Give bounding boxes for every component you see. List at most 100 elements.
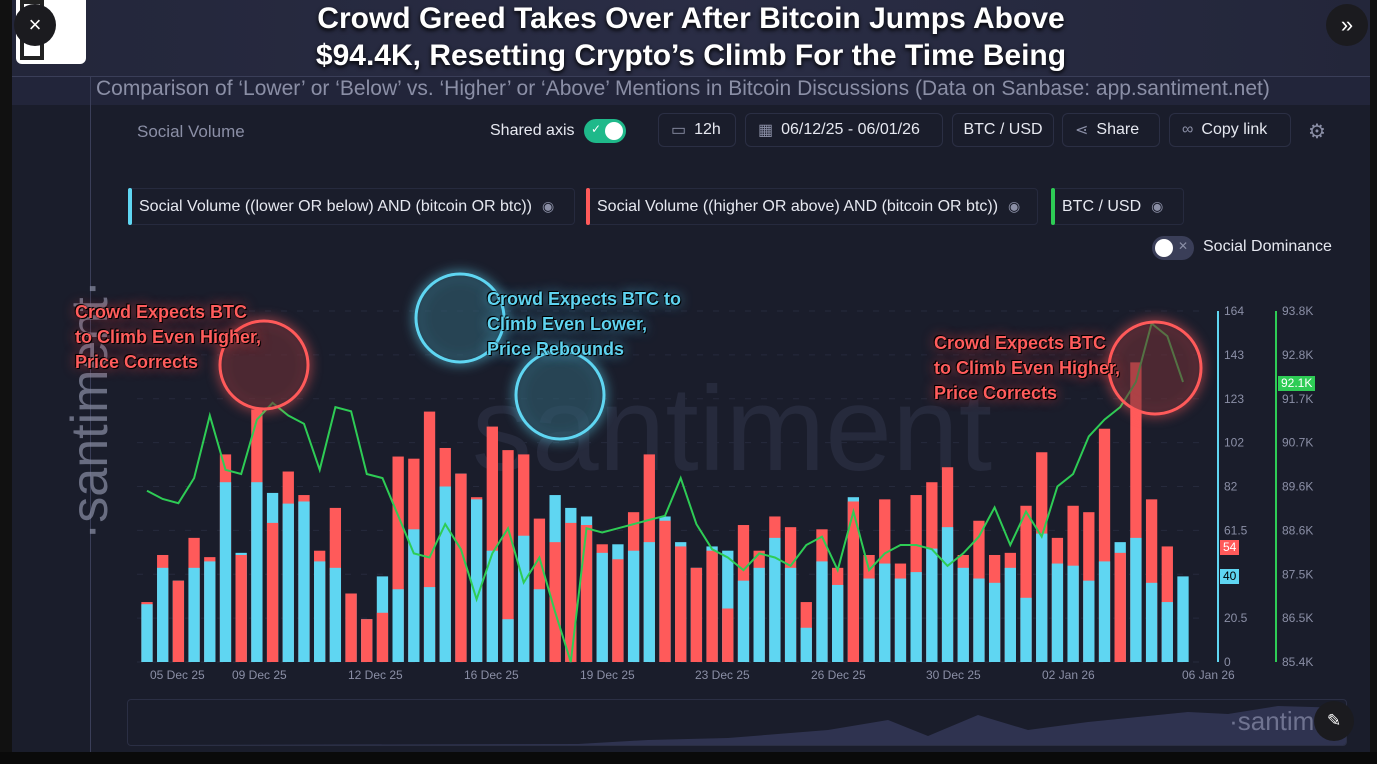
legend-btc-usd[interactable]: BTC / USD ◉ <box>1051 188 1184 225</box>
bar <box>533 589 546 662</box>
svg-text:164: 164 <box>1224 304 1244 318</box>
bar <box>612 559 624 662</box>
bar <box>157 567 169 662</box>
range-navigator[interactable]: ·santime. <box>127 699 1347 746</box>
bar <box>470 499 483 662</box>
bar <box>266 522 279 662</box>
eye-icon[interactable]: ◉ <box>1008 198 1021 214</box>
chart-window: Crowd Greed Takes Over After Bitcoin Jum… <box>12 0 1370 752</box>
bar <box>659 520 671 662</box>
edit-image-button[interactable]: ✎ <box>1314 701 1354 741</box>
svg-text:20.5: 20.5 <box>1224 611 1248 625</box>
bar <box>251 482 263 662</box>
chevron-double-right-icon: » <box>1340 12 1354 37</box>
share-button[interactable]: ⋖ Share <box>1062 113 1160 147</box>
bar <box>894 578 907 662</box>
settings-gear-icon[interactable]: ⚙ <box>1308 121 1326 143</box>
bar <box>1020 597 1032 662</box>
btc-price-line <box>146 321 1184 663</box>
bar <box>1161 602 1173 662</box>
svg-text:86.5K: 86.5K <box>1282 611 1313 625</box>
svg-text:12 Dec 25: 12 Dec 25 <box>348 668 403 682</box>
chart-plot-area: santiment 0 20.5 40 61.5 82 102 123 143 164 85.4K 8… <box>137 272 1313 682</box>
bar <box>1051 563 1064 662</box>
svg-text:0: 0 <box>1224 655 1231 669</box>
navigator-sparkline <box>128 706 1346 745</box>
bar <box>549 542 561 662</box>
bar <box>957 567 969 662</box>
annotation-higher-1: Crowd Expects BTC to Climb Even Higher, Pr… <box>75 302 262 372</box>
pair-button[interactable]: BTC / USD <box>952 113 1054 147</box>
shared-axis-toggle[interactable]: ✓ <box>584 119 626 143</box>
bar <box>314 561 326 662</box>
bar <box>486 426 498 662</box>
date-range-label: 06/12/25 - 06/01/26 <box>781 121 920 138</box>
svg-text:90.7K: 90.7K <box>1282 436 1313 450</box>
legend-color-swatch <box>586 188 590 225</box>
bar <box>486 550 498 662</box>
bar <box>345 593 357 662</box>
pair-label: BTC / USD <box>963 121 1043 138</box>
interval-icon: ▭ <box>671 122 687 139</box>
annotation-lower: Crowd Expects BTC to Climb Even Lower, Pri… <box>487 289 682 359</box>
bar <box>832 584 844 662</box>
svg-text:89.6K: 89.6K <box>1282 480 1313 494</box>
next-button[interactable]: » <box>1326 4 1368 46</box>
bar <box>1145 582 1158 662</box>
chart-title: Crowd Greed Takes Over After Bitcoin Jum… <box>12 0 1370 74</box>
bar <box>329 567 342 662</box>
interval-button[interactable]: ▭ 12h <box>658 113 736 147</box>
bar <box>1130 362 1142 662</box>
bar <box>298 501 310 662</box>
close-button[interactable]: × <box>14 4 56 46</box>
bar <box>1130 537 1142 662</box>
legend-label: Social Volume ((lower OR below) AND (bit… <box>139 197 533 215</box>
bar <box>502 450 514 662</box>
bar <box>439 486 451 662</box>
eye-icon[interactable]: ◉ <box>542 198 555 214</box>
svg-text:26 Dec 25: 26 Dec 25 <box>811 668 866 682</box>
bar <box>408 529 420 662</box>
link-icon: ∞ <box>1182 121 1194 138</box>
bar <box>1036 533 1048 662</box>
legend-color-swatch <box>128 188 132 225</box>
bar <box>580 525 593 662</box>
last-value-badge-higher: 54 <box>1220 540 1240 555</box>
copy-link-button[interactable]: ∞ Copy link <box>1169 113 1291 147</box>
eye-icon[interactable]: ◉ <box>1151 198 1164 214</box>
bar <box>753 567 765 662</box>
bar <box>627 550 640 662</box>
bar <box>392 589 404 662</box>
last-value-badge-btc: 92.1K <box>1278 376 1316 391</box>
legend-lower-below[interactable]: Social Volume ((lower OR below) AND (bit… <box>128 188 575 225</box>
svg-text:16 Dec 25: 16 Dec 25 <box>464 668 519 682</box>
svg-text:85.4K: 85.4K <box>1282 655 1313 669</box>
svg-text:82: 82 <box>1224 480 1238 494</box>
bar <box>737 580 750 662</box>
svg-text:93.8K: 93.8K <box>1282 304 1313 318</box>
svg-text:05 Dec 25: 05 Dec 25 <box>150 668 205 682</box>
social-dominance-toggle[interactable]: ✕ <box>1152 236 1194 260</box>
date-range-button[interactable]: ▦ 06/12/25 - 06/01/26 <box>745 113 943 147</box>
svg-text:87.5K: 87.5K <box>1282 567 1313 581</box>
bar <box>941 527 954 662</box>
legend-higher-above[interactable]: Social Volume ((higher OR above) AND (bi… <box>586 188 1038 225</box>
page-background-strip <box>0 752 1377 764</box>
bar <box>1067 565 1079 662</box>
legend-color-swatch <box>1051 188 1055 225</box>
bar <box>973 578 985 662</box>
bar <box>706 550 718 662</box>
social-dominance-label: Social Dominance <box>1203 238 1332 255</box>
bar <box>675 546 687 662</box>
bar <box>1145 499 1158 662</box>
bar <box>722 608 734 662</box>
bar <box>361 619 373 662</box>
bar <box>879 563 891 662</box>
svg-text:123: 123 <box>1224 392 1244 406</box>
bar <box>423 411 436 662</box>
bar <box>1020 505 1032 662</box>
svg-text:06 Jan 26: 06 Jan 26 <box>1182 668 1235 682</box>
chart-subtitle: Comparison of ‘Lower’ or ‘Below’ vs. ‘Hi… <box>96 77 1270 100</box>
annotation-higher-2: Crowd Expects BTC to Climb Even Higher, Pr… <box>934 333 1121 403</box>
check-icon: ✓ <box>591 122 602 136</box>
